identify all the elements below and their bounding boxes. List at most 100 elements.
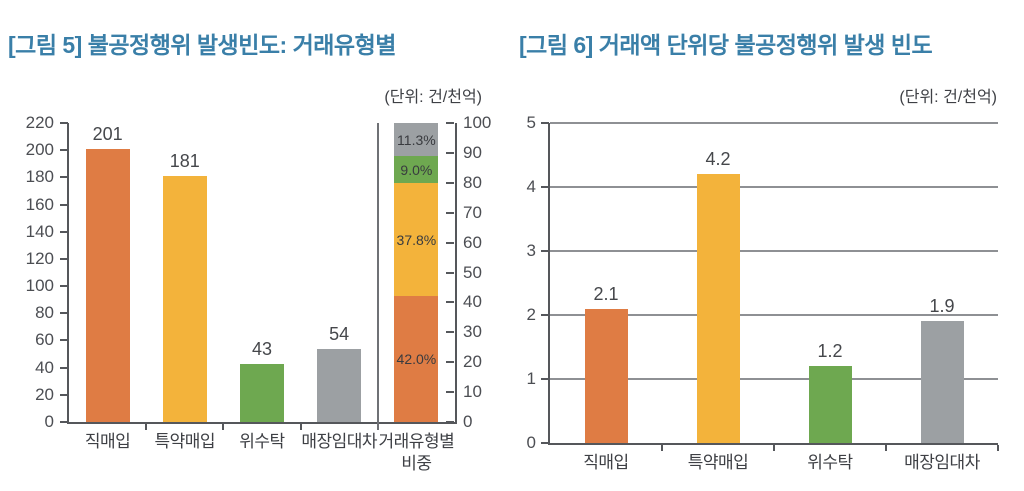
y-axis-line <box>548 123 550 445</box>
y-axis-tick-label: 160 <box>25 194 54 214</box>
y-axis-tick <box>60 230 68 233</box>
figure6-unit-label: (단위: 건/천억) <box>899 89 997 106</box>
y-axis-tick <box>60 203 68 206</box>
category-label: 위수탁 <box>807 453 853 472</box>
bar-value-label: 1.2 <box>817 341 843 362</box>
stacked-bar-segment <box>394 183 439 297</box>
right-y-axis-tick <box>446 122 454 124</box>
bar <box>85 148 130 422</box>
right-y-axis-tick-label: 40 <box>463 292 482 312</box>
figure5-title: [그림 5] 불공정행위 발생빈도: 거래유형별 <box>8 32 396 58</box>
right-y-axis-tick-label: 0 <box>463 412 473 431</box>
y-axis-tick-label: 180 <box>25 167 54 187</box>
gridline <box>550 122 998 124</box>
y-axis-tick <box>541 122 549 124</box>
y-axis-tick-label: 5 <box>526 113 536 132</box>
y-axis-line <box>67 123 69 424</box>
stacked-bar-segment <box>394 122 439 157</box>
right-y-axis-tick-label: 70 <box>463 202 482 222</box>
bar-value-label: 201 <box>92 123 123 144</box>
y-axis-tick <box>541 186 549 188</box>
y-axis-tick-label: 100 <box>25 276 54 296</box>
bar <box>696 174 740 443</box>
y-axis-tick-label: 1 <box>526 369 536 388</box>
y-axis-tick-label: 3 <box>526 241 536 260</box>
y-axis-tick <box>541 250 549 252</box>
gridline <box>550 378 998 380</box>
x-axis-tick <box>773 445 775 451</box>
bar-value-label: 181 <box>169 151 200 171</box>
right-y-axis-tick-label: 50 <box>463 262 482 282</box>
right-y-axis-tick <box>446 301 454 304</box>
gridline <box>550 314 998 316</box>
x-axis-tick <box>885 445 887 451</box>
y-axis-tick-label: 2 <box>526 305 536 324</box>
x-axis-tick <box>661 445 663 451</box>
bar <box>162 176 207 422</box>
y-axis-tick <box>60 149 68 152</box>
bar-value-label: 4.2 <box>705 149 731 170</box>
bar-value-label: 54 <box>329 323 350 344</box>
y-axis-tick-label: 200 <box>25 140 54 160</box>
bar-value-label: 2.1 <box>593 283 619 304</box>
right-y-axis-tick-label: 100 <box>463 113 492 132</box>
y-axis-tick-label: 80 <box>35 303 54 323</box>
x-axis-tick <box>997 445 999 451</box>
category-label: 매장임대차 <box>904 453 980 472</box>
figure6-title: [그림 6] 거래액 단위당 불공정행위 발생 빈도 <box>519 32 933 58</box>
x-axis-line <box>67 422 457 424</box>
segment-percent-label: 9.0% <box>400 161 433 178</box>
y-axis-tick <box>60 312 68 315</box>
gridline <box>550 186 998 188</box>
right-y-axis-tick-label: 10 <box>463 382 482 402</box>
y-axis-tick-label: 140 <box>25 221 54 241</box>
y-axis-tick <box>60 285 68 288</box>
figure5-unit-label: (단위: 건/천억) <box>384 89 482 106</box>
category-label-line: 비중 <box>401 454 432 473</box>
category-label: 특약매입 <box>687 453 749 472</box>
y-axis-tick <box>60 339 68 342</box>
bar <box>240 363 284 422</box>
segment-percent-label: 37.8% <box>396 231 437 248</box>
gridline <box>550 250 998 252</box>
right-y-axis-tick <box>446 361 454 364</box>
x-axis-tick <box>145 424 148 430</box>
y-axis-tick <box>541 378 549 380</box>
category-label: 직매입 <box>583 453 629 472</box>
y-axis-tick-label: 20 <box>35 384 54 404</box>
bar-value-label: 1.9 <box>929 296 955 317</box>
category-label: 위수탁 <box>239 432 285 451</box>
right-y-axis-tick <box>446 391 454 394</box>
y-axis-tick <box>60 393 68 396</box>
y-axis-tick-label: 0 <box>526 433 536 452</box>
right-y-axis-tick <box>446 151 454 154</box>
x-axis-tick <box>222 424 225 430</box>
x-axis-line <box>548 443 998 445</box>
y-axis-tick-label: 120 <box>25 248 54 268</box>
y-axis-tick <box>60 421 68 423</box>
y-axis-tick-label: 4 <box>526 177 536 196</box>
right-y-axis-line <box>455 123 457 424</box>
y-axis-tick <box>60 176 68 179</box>
category-label: 직매입 <box>84 432 131 451</box>
y-axis-tick-label: 40 <box>35 357 54 377</box>
y-axis-tick <box>60 257 68 260</box>
y-axis-tick <box>60 366 68 369</box>
right-y-axis-tick <box>446 271 454 274</box>
category-label-line: 거래유형별 <box>378 432 455 451</box>
y-axis-tick <box>541 442 549 444</box>
right-y-axis-tick-label: 60 <box>463 232 482 252</box>
y-axis-tick-label: 0 <box>44 412 54 431</box>
stacked-bar-segment <box>394 296 439 422</box>
y-axis-tick <box>60 122 68 124</box>
bar-value-label: 43 <box>251 338 273 359</box>
right-y-axis-tick <box>446 241 454 244</box>
category-label: 특약매입 <box>154 432 216 451</box>
x-axis-tick <box>299 424 302 430</box>
right-y-axis-tick-label: 20 <box>463 352 482 372</box>
y-axis-tick-label: 220 <box>25 113 54 132</box>
right-y-axis-tick-label: 80 <box>463 172 482 192</box>
category-label: 매장임대차 <box>301 432 378 451</box>
